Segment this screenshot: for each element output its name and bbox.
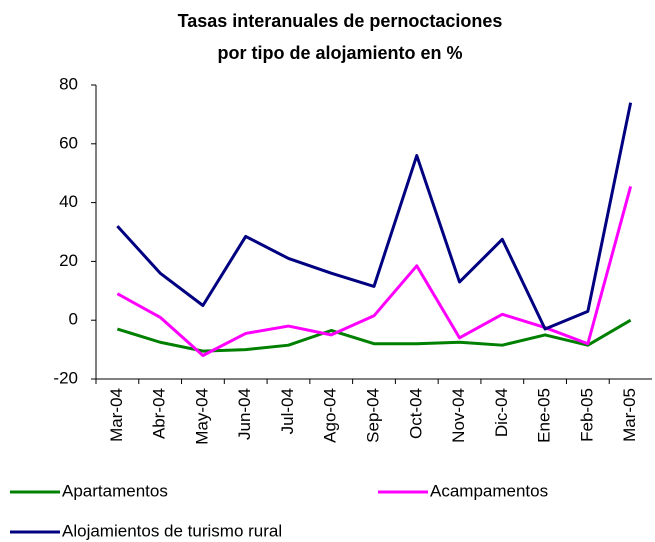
x-tick-label: Feb-05 [577,388,596,442]
legend-label: Alojamientos de turismo rural [62,521,282,540]
legend-label: Acampamentos [430,481,548,500]
x-tick-label: Ago-04 [321,388,340,443]
legend-label: Apartamentos [62,481,168,500]
x-tick-label: Jul-04 [278,388,297,434]
x-tick-label: Dic-04 [492,388,511,437]
series-line [116,318,632,353]
x-tick-label: Ene-05 [535,388,554,443]
x-tick-label: Mar-05 [620,388,639,442]
x-tick-label: May-04 [192,388,211,445]
series-line [116,102,633,331]
y-tick-label: 80 [59,74,78,93]
y-tick-label: 20 [59,251,78,270]
x-tick-label: Abr-04 [150,388,169,439]
x-tick-label: Jun-04 [235,388,254,440]
x-tick-label: Sep-04 [363,388,382,443]
chart-title: Tasas interanuales de pernoctaciones [178,11,503,31]
y-tick-label: -20 [53,368,78,387]
series-line [116,186,633,357]
x-tick-label: Mar-04 [107,388,126,442]
x-tick-label: Oct-04 [406,388,425,439]
y-tick-label: 40 [59,192,78,211]
y-tick-label: 60 [59,133,78,152]
y-tick-label: 0 [69,310,78,329]
x-tick-label: Nov-04 [449,388,468,443]
chart-title: por tipo de alojamiento en % [217,43,462,63]
